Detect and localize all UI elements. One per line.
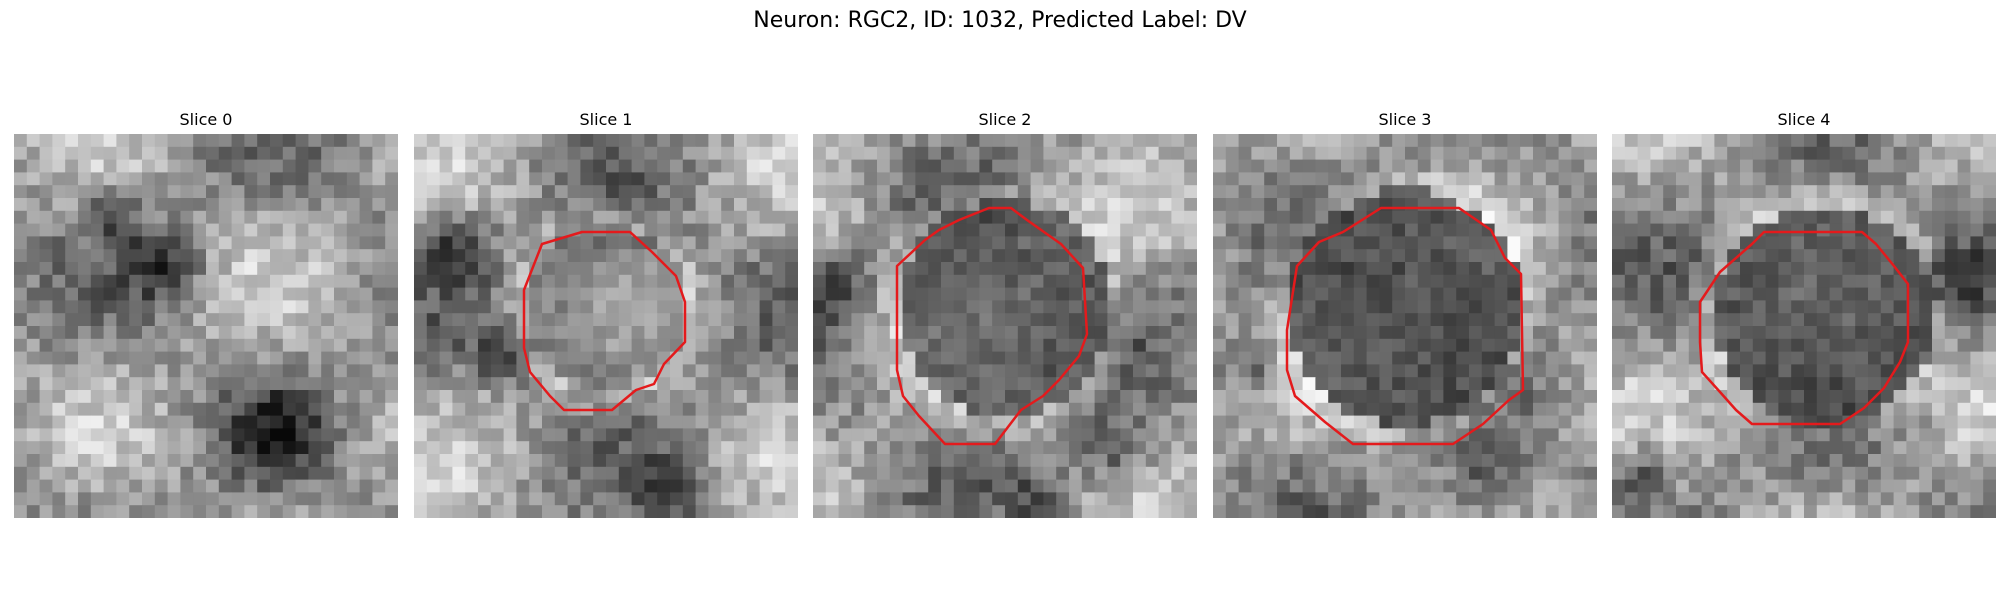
slice-image [1213, 134, 1597, 518]
slice-title: Slice 1 [579, 110, 633, 129]
neuron-contour [895, 206, 1089, 446]
figure-title: Neuron: RGC2, ID: 1032, Predicted Label:… [753, 8, 1247, 33]
slice-title: Slice 4 [1777, 110, 1831, 129]
slice-title: Slice 3 [1378, 110, 1432, 129]
slice-image [14, 134, 398, 518]
slice-title: Slice 0 [179, 110, 233, 129]
neuron-contour [1698, 230, 1910, 426]
slice-title: Slice 2 [978, 110, 1032, 129]
slice-image [414, 134, 798, 518]
neuron-contour [1285, 206, 1525, 446]
slice-image [813, 134, 1197, 518]
slice-image [1612, 134, 1996, 518]
neuron-contour [522, 230, 687, 412]
